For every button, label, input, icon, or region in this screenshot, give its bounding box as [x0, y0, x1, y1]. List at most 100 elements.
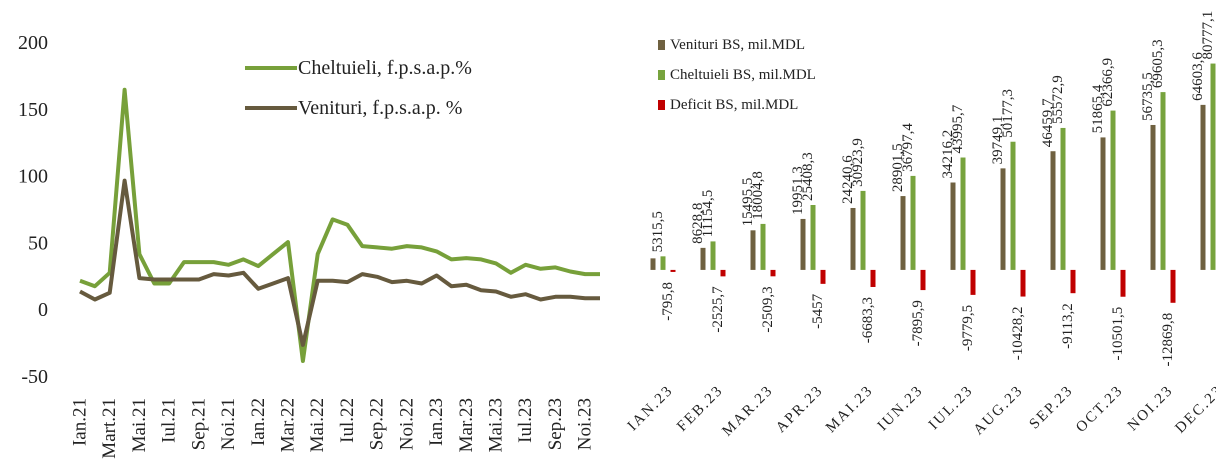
legend-label: Venituri, f.p.s.a.p. %	[298, 97, 462, 119]
x-tick-label: Ian.23	[426, 398, 447, 446]
data-label: -2509,3	[760, 286, 776, 332]
series-line	[79, 178, 600, 347]
bar	[650, 258, 656, 270]
bar	[1020, 269, 1026, 297]
x-tick-label: MAI.23	[823, 382, 877, 436]
legend-label: Deficit BS, mil.MDL	[670, 97, 798, 113]
x-tick-label: FEB.23	[674, 382, 727, 435]
x-tick-label: IUL.23	[926, 382, 977, 433]
x-tick-label: Mai.22	[307, 398, 328, 452]
bar	[1070, 269, 1076, 294]
data-label: -9113,2	[1060, 303, 1076, 349]
series-line	[79, 87, 600, 363]
data-label: 8628,8	[690, 203, 706, 244]
x-tick-label: IAN.23	[625, 382, 677, 434]
bar	[910, 175, 916, 270]
bar	[1050, 151, 1056, 270]
bar	[660, 256, 666, 270]
data-label: 34216,2	[940, 130, 956, 179]
x-tick-label: Noi.21	[218, 398, 239, 450]
x-tick-label: Mar.23	[456, 398, 477, 452]
bar	[950, 182, 956, 270]
bar	[1160, 92, 1166, 270]
x-tick-label: AUG.23	[971, 382, 1027, 438]
data-label: 51865,4	[1090, 84, 1106, 133]
x-tick-label: Noi.23	[575, 398, 596, 450]
y-tick-label: -50	[21, 366, 48, 388]
data-label: 80777,1	[1200, 11, 1216, 60]
data-label: -7895,9	[910, 300, 926, 346]
bar	[670, 269, 676, 272]
bar	[820, 269, 826, 284]
data-label: 19951,3	[790, 166, 806, 215]
x-tick-label: Mar.22	[278, 398, 299, 452]
y-tick-label: 50	[28, 232, 48, 254]
data-label: 39749,1	[990, 116, 1006, 165]
x-tick-label: Mai.23	[486, 398, 507, 452]
y-tick-label: 150	[18, 99, 48, 121]
bar	[850, 207, 856, 270]
bar	[920, 269, 926, 291]
data-label: 24240,6	[840, 155, 856, 204]
x-tick-label: Mai.21	[129, 398, 150, 452]
x-tick-label: Mart.21	[99, 398, 120, 459]
data-label: -10501,5	[1110, 307, 1126, 361]
x-tick-label: Sep.22	[367, 398, 388, 450]
data-label: 55572,9	[1050, 75, 1066, 124]
x-tick-label: OCT.23	[1073, 382, 1126, 435]
legend-label: Cheltuieli, f.p.s.a.p.%	[298, 57, 472, 79]
bar	[750, 230, 756, 270]
y-tick-label: 200	[18, 32, 48, 54]
data-label: 30923,9	[850, 138, 866, 187]
data-label: 5315,5	[650, 211, 666, 252]
x-tick-label: Ian.21	[70, 398, 91, 446]
data-label: 15495,5	[740, 178, 756, 227]
bar	[960, 157, 966, 270]
data-label: 11154,5	[700, 190, 716, 238]
bar	[1210, 63, 1216, 270]
data-label: 43995,7	[950, 104, 966, 153]
bar	[1010, 141, 1016, 270]
bar	[1060, 127, 1066, 270]
x-tick-label: Sep.21	[188, 398, 209, 450]
data-label: -9779,5	[960, 305, 976, 351]
y-tick-label: 0	[38, 299, 48, 321]
bar	[870, 269, 876, 287]
x-tick-label: Sep.23	[545, 398, 566, 450]
data-label: -795,8	[660, 282, 676, 321]
x-tick-label: MAR.23	[719, 382, 776, 439]
data-label: 46459,7	[1040, 98, 1056, 147]
data-label: -2525,7	[710, 286, 726, 333]
bar	[1110, 110, 1116, 270]
bar	[720, 269, 726, 277]
data-label: 56735,5	[1140, 72, 1156, 121]
legend-label: Cheltuieli BS, mil.MDL	[670, 67, 816, 83]
legend-swatch	[658, 100, 665, 110]
data-label: 62366,9	[1100, 58, 1116, 107]
bar	[760, 223, 766, 270]
bar	[1000, 168, 1006, 270]
x-tick-label: Noi.22	[396, 398, 417, 450]
x-tick-label: Iul.23	[515, 398, 536, 443]
x-tick-label: Iul.21	[159, 398, 180, 443]
x-tick-label: DEC.23	[1172, 382, 1216, 436]
data-label: -5457	[810, 293, 826, 328]
data-label: 36797,4	[900, 123, 916, 172]
bar	[860, 190, 866, 270]
legend-label: Venituri BS, mil.MDL	[670, 37, 805, 53]
x-tick-label: Ian.22	[248, 398, 269, 446]
bar	[1150, 124, 1156, 270]
data-label: 28901,5	[890, 143, 906, 192]
bar	[700, 247, 706, 270]
bar	[800, 218, 806, 270]
y-tick-label: 100	[18, 166, 48, 188]
bar	[1200, 104, 1206, 270]
data-label: 50177,3	[1000, 89, 1016, 138]
x-tick-label: SEP.23	[1026, 382, 1076, 432]
bar	[970, 269, 976, 295]
legend-swatch	[658, 40, 665, 50]
x-tick-label: APR.23	[773, 382, 827, 436]
x-tick-label: IUN.23	[875, 382, 927, 434]
bar	[810, 205, 816, 270]
